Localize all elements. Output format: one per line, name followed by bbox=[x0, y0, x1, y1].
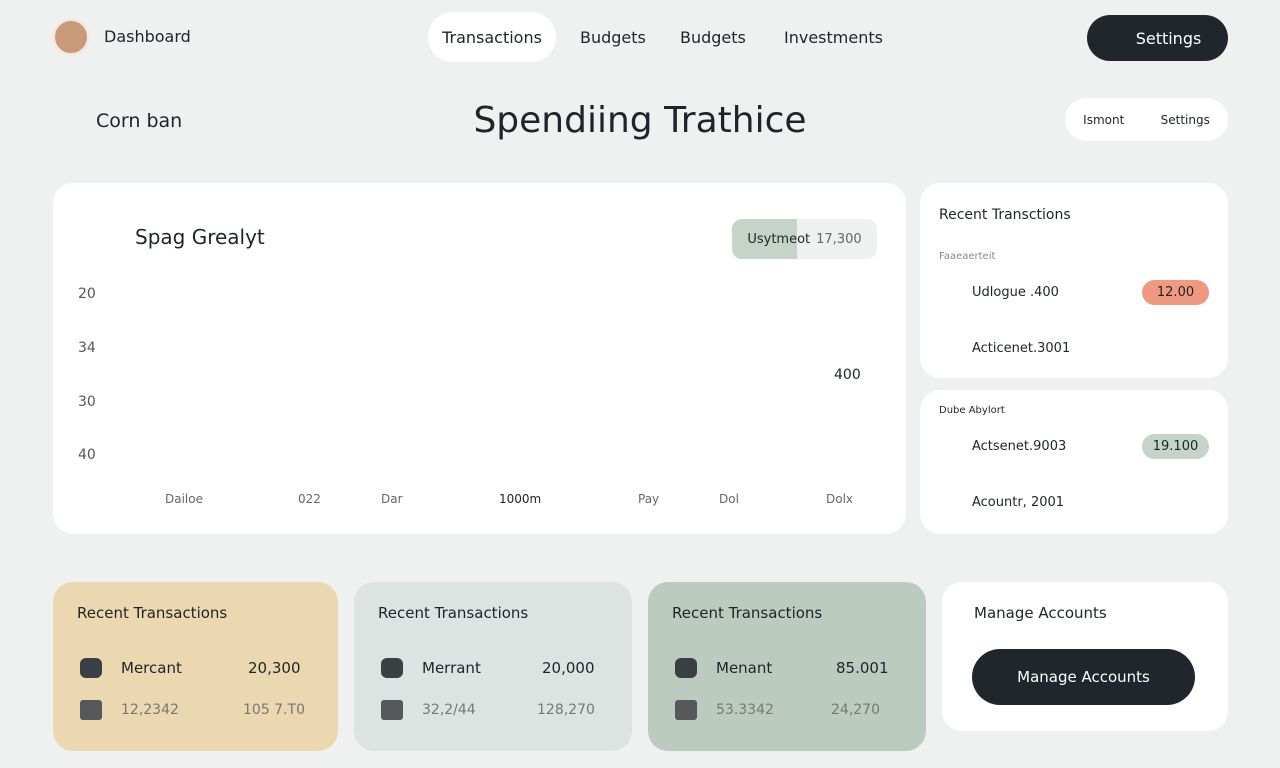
x-label: Pay bbox=[638, 492, 660, 506]
chart-title: Spag Grealyt bbox=[135, 225, 265, 249]
nav-item[interactable]: Transactions bbox=[428, 12, 556, 62]
badge-label: Usytmeot bbox=[747, 231, 811, 247]
card-icon bbox=[675, 658, 697, 678]
x-label: Dolx bbox=[826, 492, 854, 506]
manage-title: Manage Accounts bbox=[974, 604, 1107, 622]
sub-brand: Corn ban bbox=[96, 110, 183, 132]
card-merchant: Merrant bbox=[422, 659, 481, 677]
row-name[interactable]: Acountr, 2001 bbox=[972, 495, 1065, 510]
y-label: 20 bbox=[78, 286, 96, 302]
toggle: Ismont Settings bbox=[1065, 98, 1228, 141]
nav-item[interactable]: Budgets bbox=[580, 28, 646, 47]
manage-button[interactable]: Manage Accounts bbox=[972, 649, 1195, 705]
card-amount: 20,300 bbox=[248, 659, 301, 677]
x-label: Dar bbox=[381, 492, 403, 506]
row-name[interactable]: Udlogue .400 bbox=[972, 285, 1059, 300]
brand: Dashboard bbox=[104, 27, 191, 46]
badge: Usytmeot 17,300 bbox=[732, 219, 877, 259]
settings-button[interactable]: Settings bbox=[1087, 15, 1228, 61]
panel-section: Faaeaerteit bbox=[939, 251, 996, 262]
card-title: Recent Transactions bbox=[77, 604, 228, 622]
page-title: Spendiing Trathice bbox=[473, 100, 807, 141]
card-merchant: Mercant bbox=[121, 659, 182, 677]
toggle-option[interactable]: Ismont bbox=[1083, 112, 1125, 127]
panel-section: Dube Abylort bbox=[939, 405, 1005, 416]
card-title: Recent Transactions bbox=[672, 604, 823, 622]
second-panel bbox=[920, 390, 1228, 534]
row-name[interactable]: Actsenet.9003 bbox=[972, 439, 1067, 454]
card-icon bbox=[381, 700, 403, 720]
annotation: 400 bbox=[834, 367, 861, 383]
x-label: Dailoe bbox=[165, 492, 203, 506]
card-merchant: Menant bbox=[716, 659, 773, 677]
card-sub: 53.3342 bbox=[716, 702, 774, 718]
y-label: 40 bbox=[78, 447, 96, 463]
nav-item[interactable]: Budgets bbox=[680, 28, 746, 47]
card-sub: 128,270 bbox=[537, 702, 595, 718]
avatar[interactable] bbox=[52, 18, 90, 56]
x-label: 022 bbox=[298, 492, 321, 506]
row-name[interactable]: Acticenet.3001 bbox=[972, 341, 1071, 356]
badge-value: 17,300 bbox=[816, 231, 862, 247]
card-amount: 20,000 bbox=[542, 659, 595, 677]
x-label: 1000m bbox=[499, 492, 542, 506]
card-icon bbox=[675, 700, 697, 720]
y-label: 34 bbox=[78, 340, 96, 356]
panel-title: Recent Transctions bbox=[939, 207, 1071, 223]
card-icon bbox=[80, 658, 102, 678]
card-sub: 32,2/44 bbox=[422, 702, 476, 718]
x-label: Dol bbox=[719, 492, 739, 506]
row-amount: 19.100 bbox=[1142, 434, 1209, 459]
card-sub: 12,2342 bbox=[121, 702, 179, 718]
card-icon bbox=[80, 700, 102, 720]
nav-item[interactable]: Investments bbox=[784, 28, 883, 47]
card-amount: 85.001 bbox=[836, 659, 889, 677]
toggle-option[interactable]: Settings bbox=[1160, 112, 1210, 127]
card-title: Recent Transactions bbox=[378, 604, 529, 622]
card-sub: 24,270 bbox=[831, 702, 880, 718]
card-icon bbox=[381, 658, 403, 678]
y-label: 30 bbox=[78, 394, 96, 410]
row-amount: 12.00 bbox=[1142, 280, 1209, 305]
card-sub: 105 7.T0 bbox=[243, 702, 305, 718]
